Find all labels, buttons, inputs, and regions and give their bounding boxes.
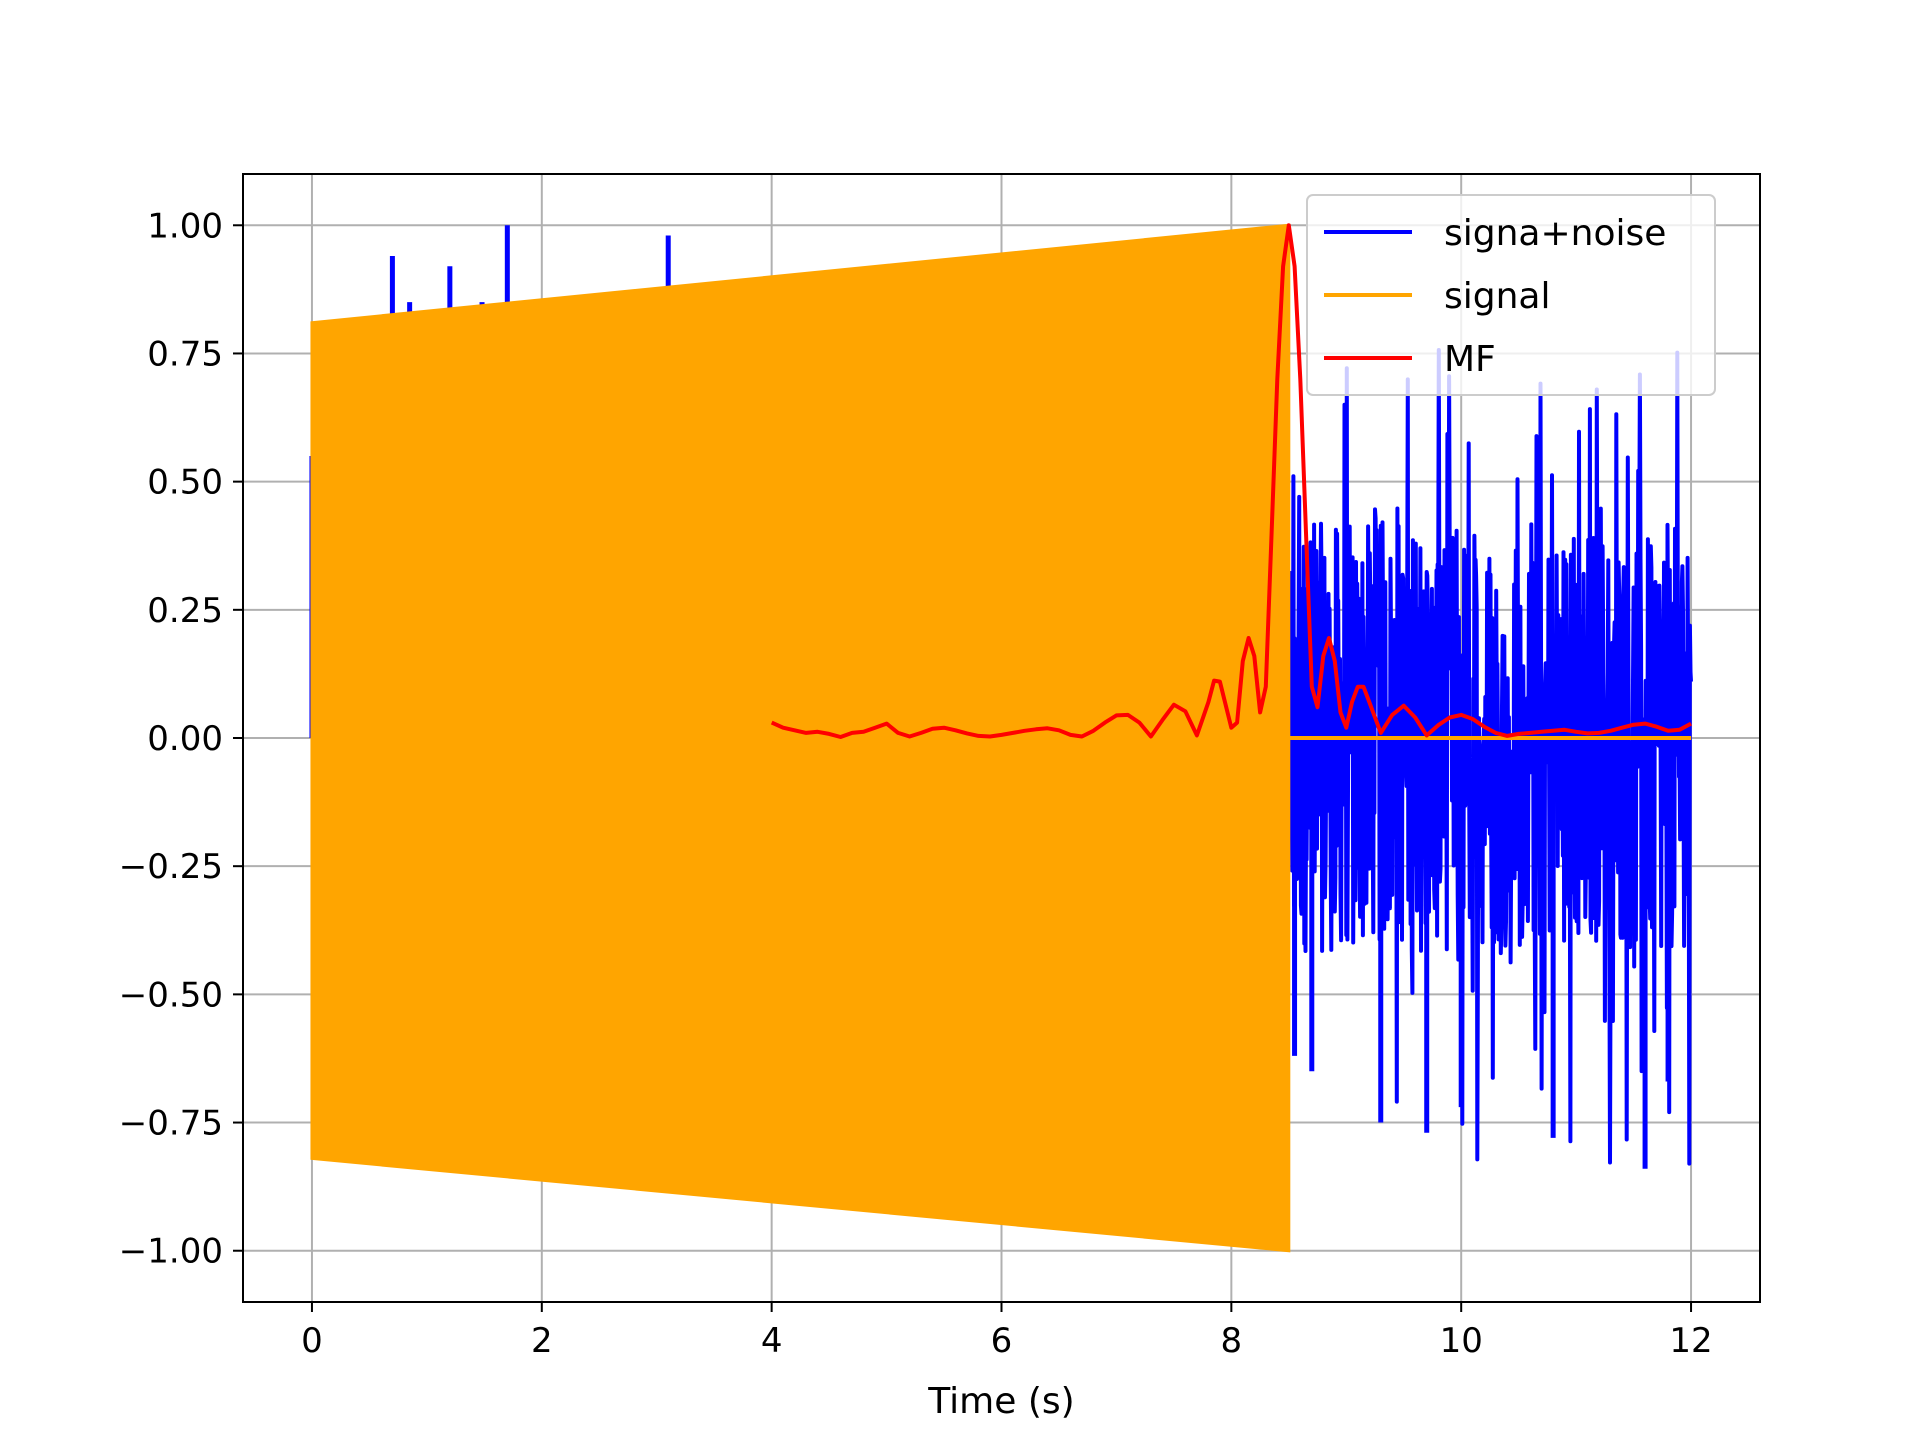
y-tick-label: −0.25	[119, 847, 223, 887]
signal-envelope	[310, 223, 1291, 1253]
x-tick-label: 0	[301, 1321, 323, 1361]
x-tick-label: 4	[761, 1321, 783, 1361]
y-axis-ticks: 1.00 0.75 0.50 0.25 0.00 −0.25 −0.50 −0.75 −1.00	[119, 206, 243, 1272]
y-tick-label: 0.75	[147, 334, 223, 374]
x-tick-label: 12	[1669, 1321, 1712, 1361]
series-layer	[309, 223, 1693, 1253]
legend-box	[1306, 194, 1716, 396]
legend: signa+noise signal MF	[1306, 194, 1716, 396]
x-tick-label: 2	[531, 1321, 553, 1361]
y-tick-label: −1.00	[119, 1232, 223, 1272]
legend-label-3: MF	[1444, 339, 1496, 380]
y-tick-label: 0.25	[147, 591, 223, 631]
y-tick-label: 1.00	[147, 206, 223, 246]
mf-line	[770, 223, 1692, 739]
y-tick-label: 0.50	[147, 463, 223, 503]
y-tick-label: −0.75	[119, 1104, 223, 1144]
signa-noise-line	[1286, 348, 1693, 1166]
y-tick-label: −0.50	[119, 975, 223, 1015]
plot-area: 0 2 4 6 8 10 12 1.00 0.75 0.50 0.25 0.00 −0.25 −0.50…	[119, 173, 1761, 1422]
y-tick-label: 0.00	[147, 719, 223, 759]
x-tick-label: 8	[1221, 1321, 1243, 1361]
x-axis-label: Time (s)	[927, 1381, 1074, 1422]
legend-label-2: signal	[1444, 276, 1551, 317]
legend-label-1: signa+noise	[1444, 213, 1666, 254]
x-tick-label: 10	[1440, 1321, 1483, 1361]
x-tick-label: 6	[991, 1321, 1013, 1361]
x-axis-ticks: 0 2 4 6 8 10 12	[301, 1302, 1713, 1361]
